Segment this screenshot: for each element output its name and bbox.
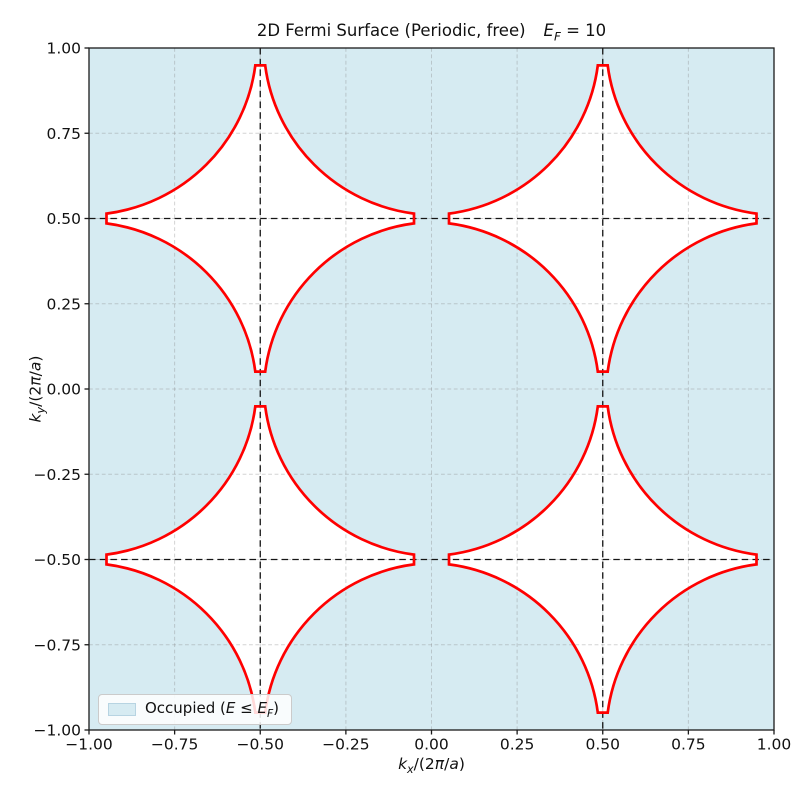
fermi-contour <box>447 64 758 373</box>
fermi-contour <box>105 64 416 373</box>
legend-label: Occupied (E ≤ EF) <box>145 699 280 720</box>
x-tick-label: 0.50 <box>585 736 620 754</box>
y-tick-label: −1.00 <box>34 722 82 740</box>
occupied-region <box>89 48 774 730</box>
x-tick-label: 0.75 <box>671 736 706 754</box>
fermi-contour <box>447 405 758 714</box>
legend: Occupied (E ≤ EF) <box>98 694 293 725</box>
x-tick-label: −0.75 <box>151 736 199 754</box>
title-text: 2D Fermi Surface (Periodic, free) <box>256 21 526 40</box>
y-tick-label: −0.75 <box>34 636 82 654</box>
y-tick-label: −0.25 <box>34 466 82 484</box>
y-axis-label: ky/(2π/a) <box>26 355 48 423</box>
y-tick-label: 1.00 <box>46 40 81 58</box>
x-tick-label: 0.00 <box>414 736 449 754</box>
y-tick-label: −0.50 <box>34 551 82 569</box>
legend-swatch-occupied <box>108 702 136 717</box>
y-tick-label: 0.75 <box>46 125 81 143</box>
y-tick-label: 0.00 <box>46 381 81 399</box>
x-tick-label: 1.00 <box>757 736 792 754</box>
x-axis-label: kx/(2π/a) <box>398 755 465 777</box>
fermi-contour <box>105 405 416 714</box>
x-tick-label: 0.25 <box>500 736 535 754</box>
y-tick-label: 0.50 <box>46 210 81 228</box>
x-tick-label: −0.50 <box>237 736 285 754</box>
plot-title: 2D Fermi Surface (Periodic, free) EF = 10 <box>89 21 774 46</box>
x-tick-label: −0.25 <box>322 736 370 754</box>
y-tick-label: 0.25 <box>46 295 81 313</box>
title-math: EF = 10 <box>543 21 607 44</box>
x-tick-label: −1.00 <box>65 736 113 754</box>
